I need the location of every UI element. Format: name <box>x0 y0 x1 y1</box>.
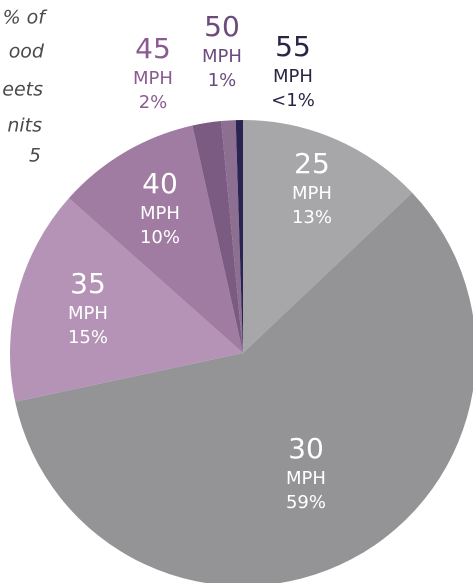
pie-slice <box>243 120 413 353</box>
annotation: eets <box>2 79 43 101</box>
slice-unit: MPH <box>68 303 108 324</box>
slice-percent: 15% <box>68 327 108 348</box>
slice-category: 30 <box>288 432 324 465</box>
slice-unit: MPH <box>292 183 332 204</box>
slice-percent: 59% <box>286 492 326 513</box>
slice-category: 40 <box>142 167 178 200</box>
annotation: % of <box>3 7 49 29</box>
annotation: 5 <box>29 145 41 167</box>
pie-slice <box>9 198 243 402</box>
slice-unit: MPH <box>286 468 326 489</box>
pie-slice <box>15 192 473 583</box>
pie-slice <box>221 120 243 353</box>
slice-unit: MPH <box>133 68 173 89</box>
slice-category: 55 <box>275 30 311 63</box>
annotation: ood <box>9 41 45 63</box>
slice-category: 25 <box>294 147 330 180</box>
pie-slice <box>192 121 243 353</box>
slice-unit: MPH <box>273 66 313 87</box>
slice-percent: 1% <box>208 70 237 91</box>
slice-category: 45 <box>135 32 171 65</box>
slice-category: 50 <box>204 10 240 43</box>
slice-unit: MPH <box>202 46 242 67</box>
slice-unit: MPH <box>140 203 180 224</box>
slice-percent: 10% <box>140 227 180 248</box>
annotation: nits <box>7 115 42 137</box>
slice-percent: 13% <box>292 207 332 228</box>
slice-percent: 2% <box>139 92 168 113</box>
pie-slice <box>235 120 243 353</box>
slice-percent: <1% <box>271 90 315 111</box>
pie-slice <box>68 125 244 353</box>
slice-category: 35 <box>70 267 106 300</box>
